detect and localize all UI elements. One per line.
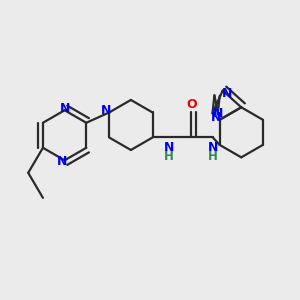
Text: O: O [186,98,197,111]
Text: N: N [213,107,224,120]
Text: N: N [164,141,174,154]
Text: H: H [164,150,174,163]
Text: N: N [222,87,232,100]
Text: H: H [208,150,218,163]
Text: N: N [211,111,221,124]
Text: N: N [56,155,67,168]
Text: N: N [100,104,111,117]
Text: N: N [208,141,218,154]
Text: N: N [59,102,70,115]
